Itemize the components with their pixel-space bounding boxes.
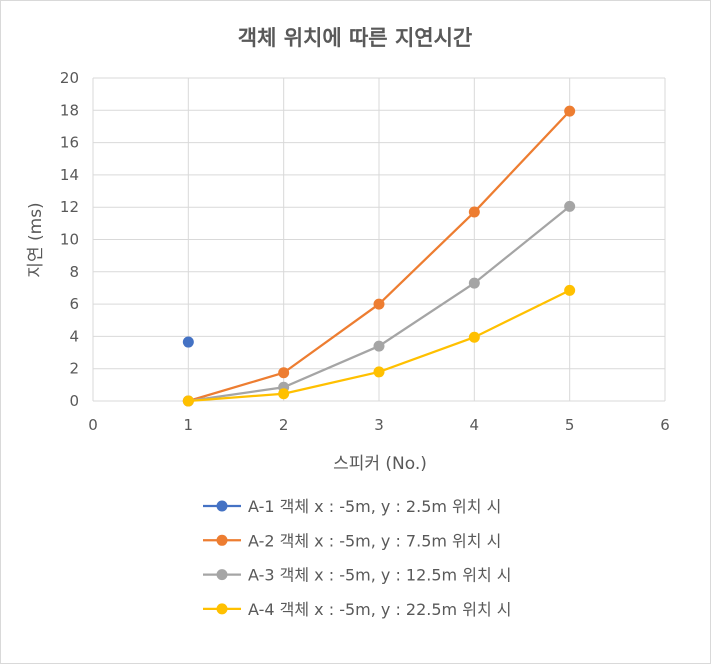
x-tick-labels: 0 1 2 3 4 5 6 [88,416,670,434]
y-axis-label: 지연 (ms) [26,202,46,277]
chart-title: 객체 위치에 따른 지연시간 [238,26,472,50]
series-4 [182,284,576,407]
x-tick-label: 4 [470,416,480,434]
legend: A-1 객체 x : -5m, y : 2.5m 위치 시 A-2 객체 x : … [203,497,511,619]
x-axis-label: 스피커 (No.) [333,454,427,474]
data-point [468,206,480,218]
x-tick-label: 5 [565,416,575,434]
series-group [182,105,576,407]
data-point [564,105,576,117]
y-tick-label: 0 [69,392,79,410]
y-tick-label: 18 [60,101,79,119]
y-tick-label: 20 [60,69,79,87]
data-point [278,388,290,400]
legend-entry-1: A-1 객체 x : -5m, y : 2.5m 위치 시 [203,497,501,516]
legend-label: A-1 객체 x : -5m, y : 2.5m 위치 시 [248,497,501,516]
y-tick-label: 6 [69,295,79,313]
x-tick-label: 0 [88,416,98,434]
y-tick-label: 2 [69,360,79,378]
x-tick-label: 6 [660,416,670,434]
legend-entry-3: A-3 객체 x : -5m, y : 12.5m 위치 시 [203,566,511,585]
data-point [182,395,194,407]
legend-entry-2: A-2 객체 x : -5m, y : 7.5m 위치 시 [203,531,501,550]
y-tick-label: 16 [60,134,79,152]
grid-lines [92,77,666,402]
legend-marker [216,603,228,615]
series-1 [182,336,194,348]
data-point [468,277,480,289]
data-point [373,340,385,352]
data-point [564,284,576,296]
data-point [373,298,385,310]
legend-label: A-4 객체 x : -5m, y : 22.5m 위치 시 [248,600,511,619]
legend-label: A-2 객체 x : -5m, y : 7.5m 위치 시 [248,531,501,550]
legend-marker [216,500,228,512]
x-tick-label: 3 [374,416,384,434]
y-tick-label: 4 [69,327,79,345]
y-tick-labels: 0 2 4 6 8 10 12 14 16 18 20 [60,69,79,410]
y-tick-label: 12 [60,198,79,216]
data-point [182,336,194,348]
y-tick-label: 10 [60,231,79,249]
legend-label: A-3 객체 x : -5m, y : 12.5m 위치 시 [248,566,511,585]
x-tick-label: 1 [184,416,194,434]
data-point [373,366,385,378]
series-3 [182,200,576,407]
legend-entry-4: A-4 객체 x : -5m, y : 22.5m 위치 시 [203,600,511,619]
legend-marker [216,569,228,581]
legend-marker [216,534,228,546]
data-point [468,331,480,343]
y-tick-label: 14 [60,166,79,184]
data-point [278,367,290,379]
data-point [564,200,576,212]
y-tick-label: 8 [69,263,79,281]
x-tick-label: 2 [279,416,289,434]
